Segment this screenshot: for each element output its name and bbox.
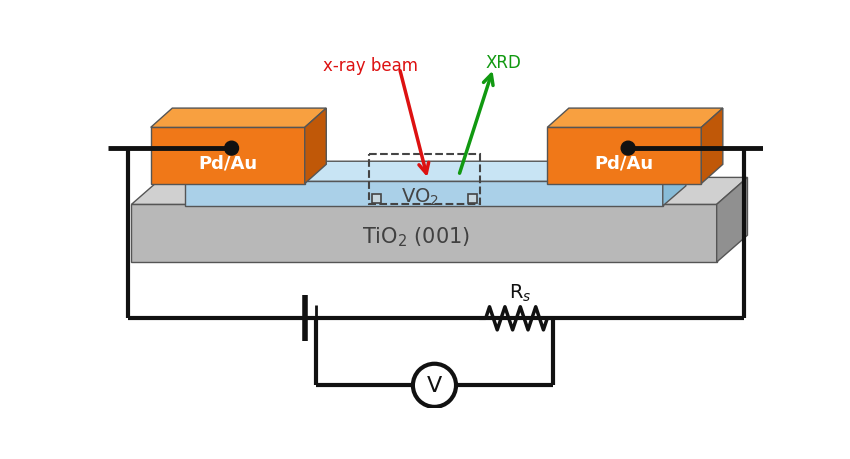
Polygon shape — [132, 178, 747, 205]
Polygon shape — [663, 162, 686, 207]
Polygon shape — [150, 109, 326, 128]
Circle shape — [224, 142, 239, 156]
Text: Pd/Au: Pd/Au — [595, 154, 654, 172]
Text: Pd/Au: Pd/Au — [198, 154, 258, 172]
Text: R$_s$: R$_s$ — [509, 282, 531, 303]
Text: TiO$_2$ (001): TiO$_2$ (001) — [362, 225, 470, 248]
Polygon shape — [547, 109, 722, 128]
Polygon shape — [185, 162, 686, 182]
Text: V: V — [427, 375, 442, 396]
Text: x-ray beam: x-ray beam — [323, 57, 417, 75]
Polygon shape — [304, 109, 326, 184]
Circle shape — [621, 142, 635, 156]
Polygon shape — [547, 128, 701, 184]
Bar — [369, 155, 480, 205]
Text: VO$_2$: VO$_2$ — [401, 186, 439, 207]
Polygon shape — [185, 182, 663, 207]
Polygon shape — [717, 178, 747, 263]
Bar — [371, 194, 381, 203]
Polygon shape — [132, 205, 717, 263]
Text: XRD: XRD — [485, 54, 521, 72]
Circle shape — [413, 364, 456, 407]
Bar — [468, 194, 477, 203]
Polygon shape — [150, 128, 304, 184]
Polygon shape — [701, 109, 722, 184]
